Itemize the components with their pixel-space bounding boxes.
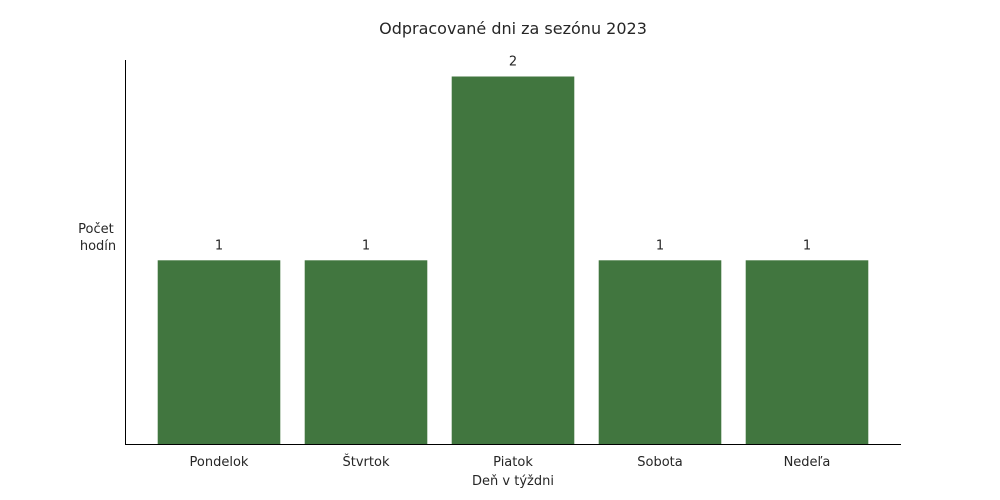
x-tick-label-4: Nedeľa	[784, 455, 831, 470]
x-tick-label-1: Štvrtok	[343, 454, 390, 470]
data-label-0: 1	[215, 238, 223, 253]
x-tick-label-0: Pondelok	[190, 455, 249, 470]
bar-1	[304, 260, 428, 444]
y-axis-label: Počet hodín	[78, 222, 118, 254]
y-axis-label-line-1: Počet	[78, 222, 114, 237]
x-tick-label-3: Sobota	[637, 455, 682, 470]
x-tick-labels-group: Pondelok Štvrtok Piatok Sobota Nedeľa	[190, 454, 831, 470]
x-axis-label: Deň v týždni	[472, 474, 554, 489]
y-axis-label-line-2: hodín	[80, 239, 116, 254]
x-tick-label-2: Piatok	[493, 455, 533, 470]
data-labels-group: 1 1 2 1 1	[215, 55, 811, 254]
data-label-4: 1	[803, 238, 811, 253]
bars-group	[157, 76, 869, 444]
bar-2	[451, 76, 575, 444]
data-label-3: 1	[656, 238, 664, 253]
bar-0	[157, 260, 281, 444]
bar-3	[598, 260, 722, 444]
bar-4	[745, 260, 869, 444]
data-label-2: 2	[509, 55, 517, 70]
data-label-1: 1	[362, 238, 370, 253]
chart-title: Odpracované dni za sezónu 2023	[379, 19, 647, 38]
